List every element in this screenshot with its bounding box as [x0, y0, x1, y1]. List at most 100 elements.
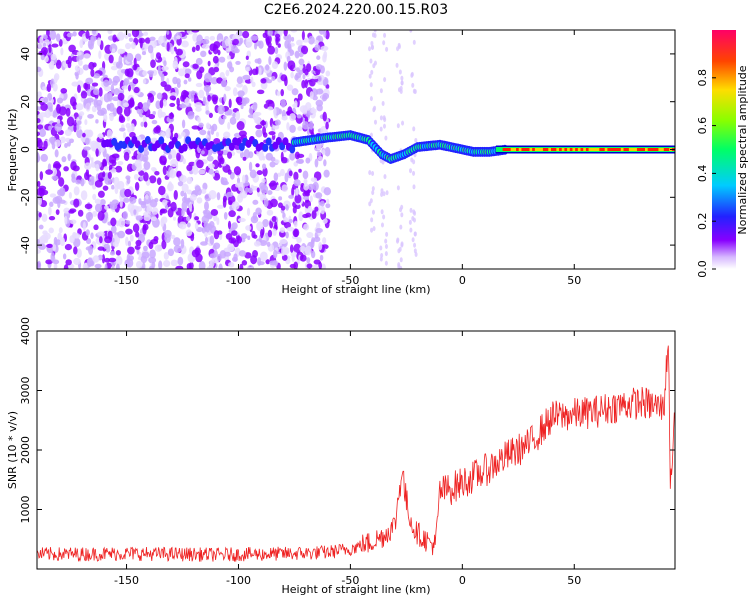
- heatmap-speckle: [237, 90, 245, 97]
- heatmap-speckle: [286, 84, 294, 91]
- heatmap-speckle: [76, 51, 82, 56]
- heatmap-speckle: [269, 260, 277, 266]
- heatmap-speckle: [201, 43, 210, 49]
- x-tick-label: 50: [567, 274, 581, 287]
- heatmap-speckle: [94, 263, 102, 269]
- heatmap-speckle: [182, 61, 190, 68]
- heatmap-speckle: [325, 70, 331, 77]
- heatmap-speckle: [213, 137, 221, 145]
- heatmap-speckle: [160, 111, 166, 118]
- heatmap-speckle: [324, 146, 331, 157]
- heatmap-speckle: [303, 183, 309, 191]
- heatmap-speckle: [262, 219, 269, 228]
- heatmap-steady-peak: [663, 148, 667, 151]
- heatmap-speckle: [54, 139, 61, 147]
- heatmap-steady-peak: [575, 148, 579, 151]
- heatmap-speckle: [189, 194, 197, 201]
- heatmap-speckle: [186, 207, 190, 216]
- heatmap-speckle: [369, 96, 373, 102]
- heatmap-speckle: [156, 177, 162, 185]
- heatmap-trace-blob: [228, 142, 235, 151]
- heatmap-speckle: [83, 146, 91, 151]
- heatmap-speckle: [229, 66, 235, 73]
- heatmap-speckle: [241, 260, 248, 266]
- heatmap-speckle: [103, 243, 110, 250]
- heatmap-speckle: [142, 78, 147, 84]
- heatmap-speckle: [51, 175, 59, 181]
- heatmap-steady-peak: [540, 148, 544, 151]
- heatmap-speckle: [59, 187, 66, 197]
- heatmap-speckle: [45, 259, 53, 265]
- heatmap-steady-peak: [634, 148, 638, 151]
- heatmap-trace-blob: [158, 136, 165, 145]
- heatmap-speckle: [272, 228, 277, 236]
- heatmap-speckle: [173, 189, 178, 200]
- heatmap-speckle: [186, 189, 192, 195]
- heatmap-speckle: [116, 106, 123, 115]
- heatmap-speckle: [204, 72, 212, 83]
- heatmap-speckle: [176, 152, 181, 162]
- heatmap-speckle: [369, 82, 373, 88]
- heatmap-speckle: [46, 243, 54, 248]
- heatmap-speckle: [308, 35, 315, 45]
- heatmap-speckle: [273, 249, 278, 259]
- heatmap-speckle: [37, 118, 41, 124]
- heatmap-steady-peak: [623, 148, 627, 151]
- heatmap-speckle: [125, 220, 131, 225]
- heatmap-speckle: [203, 221, 209, 228]
- heatmap-speckle: [273, 107, 277, 117]
- heatmap-speckle: [301, 79, 306, 89]
- heatmap-speckle: [371, 186, 375, 192]
- heatmap-speckle: [305, 212, 312, 218]
- heatmap-speckle: [250, 255, 258, 265]
- heatmap-speckle: [245, 225, 252, 231]
- heatmap-speckle: [317, 155, 323, 162]
- heatmap-steady-peak: [636, 148, 640, 151]
- heatmap-speckle: [396, 123, 400, 129]
- heatmap-speckle: [177, 181, 184, 187]
- heatmap-speckle: [202, 96, 207, 105]
- heatmap-speckle: [267, 229, 273, 238]
- heatmap-speckle: [118, 127, 126, 132]
- heatmap-speckle: [207, 163, 215, 169]
- heatmap-speckle: [42, 42, 46, 48]
- heatmap-speckle: [413, 248, 417, 254]
- heatmap-speckle: [135, 231, 140, 238]
- heatmap-speckle: [381, 159, 385, 165]
- heatmap-speckle: [252, 199, 259, 205]
- heatmap-speckle: [46, 83, 52, 92]
- heatmap-speckle: [218, 56, 226, 63]
- heatmap-speckle: [236, 177, 241, 185]
- heatmap-speckle: [280, 74, 288, 82]
- heatmap-speckle: [265, 259, 271, 265]
- heatmap-speckle: [412, 39, 416, 45]
- heatmap-speckle: [286, 226, 295, 232]
- heatmap-speckle: [154, 170, 160, 176]
- heatmap-speckle: [109, 43, 118, 53]
- heatmap-speckle: [411, 237, 415, 243]
- heatmap-speckle: [409, 207, 413, 213]
- heatmap-speckle: [207, 94, 212, 102]
- heatmap-steady-peak: [647, 148, 651, 151]
- heatmap-steady-peak: [580, 148, 584, 151]
- heatmap-speckle: [194, 185, 201, 192]
- heatmap-speckle: [372, 107, 376, 113]
- heatmap-speckle: [281, 184, 289, 192]
- heatmap-speckle: [128, 33, 132, 38]
- heatmap-speckle: [298, 168, 302, 173]
- heatmap-speckle: [250, 35, 259, 41]
- heatmap-speckle: [380, 252, 384, 258]
- heatmap-speckle: [73, 198, 80, 208]
- heatmap-speckle: [150, 239, 159, 245]
- heatmap-speckle: [236, 235, 242, 244]
- heatmap-speckle: [64, 215, 68, 225]
- heatmap-speckle: [401, 120, 405, 126]
- heatmap-speckle: [181, 40, 189, 48]
- y-tick-label: 0: [19, 146, 32, 153]
- heatmap-speckle: [242, 30, 250, 39]
- heatmap-speckle: [173, 237, 181, 246]
- heatmap-speckle: [64, 243, 73, 251]
- heatmap-speckle: [96, 37, 101, 46]
- heatmap-speckle: [43, 232, 51, 240]
